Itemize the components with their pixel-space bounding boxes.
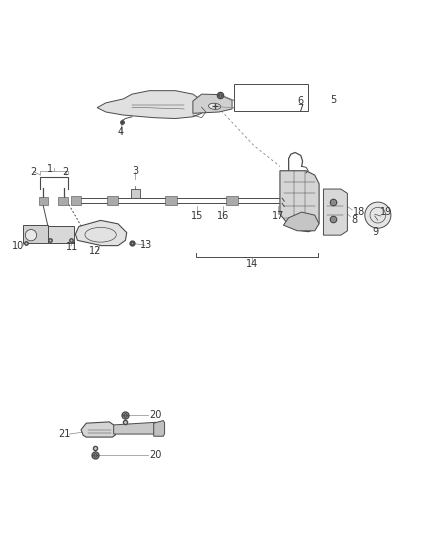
Polygon shape: [154, 421, 165, 436]
Text: 7: 7: [297, 104, 304, 114]
Text: 18: 18: [353, 207, 365, 217]
Polygon shape: [283, 212, 319, 231]
Circle shape: [365, 202, 391, 228]
Polygon shape: [71, 197, 81, 205]
Text: 13: 13: [140, 240, 152, 250]
Text: 19: 19: [380, 207, 392, 217]
Text: 12: 12: [89, 246, 101, 256]
Polygon shape: [81, 422, 116, 437]
Polygon shape: [166, 197, 177, 205]
Text: 21: 21: [58, 429, 70, 439]
Text: 2: 2: [63, 167, 69, 176]
Text: 20: 20: [149, 449, 162, 459]
Text: 1: 1: [47, 164, 53, 174]
Polygon shape: [58, 197, 68, 205]
Ellipse shape: [208, 103, 221, 109]
Polygon shape: [226, 197, 238, 205]
Polygon shape: [23, 225, 47, 243]
Text: 6: 6: [297, 96, 304, 106]
Text: 8: 8: [351, 215, 357, 225]
Text: 3: 3: [132, 166, 138, 176]
Polygon shape: [47, 226, 74, 243]
Polygon shape: [193, 94, 232, 114]
Text: 14: 14: [246, 259, 258, 269]
Polygon shape: [75, 220, 127, 246]
Text: 10: 10: [12, 240, 24, 251]
Text: 4: 4: [118, 127, 124, 138]
Polygon shape: [280, 171, 319, 232]
Bar: [234, 84, 308, 111]
Text: 5: 5: [330, 95, 336, 105]
Text: 20: 20: [149, 410, 162, 421]
Polygon shape: [39, 197, 48, 205]
Polygon shape: [114, 422, 158, 434]
Text: 9: 9: [373, 227, 379, 237]
Polygon shape: [97, 91, 206, 118]
Text: 15: 15: [191, 211, 203, 221]
Polygon shape: [107, 197, 118, 205]
Text: 2: 2: [31, 167, 37, 176]
Text: 11: 11: [66, 242, 78, 252]
Polygon shape: [131, 189, 140, 198]
Polygon shape: [323, 189, 347, 235]
Circle shape: [25, 230, 37, 241]
Text: 16: 16: [217, 211, 230, 221]
Text: 17: 17: [272, 211, 284, 221]
